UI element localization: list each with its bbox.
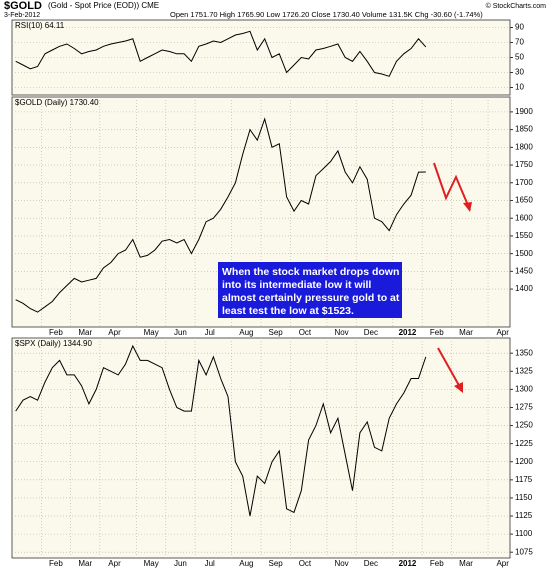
- annotation: When the stock market drops down: [222, 266, 399, 278]
- date: 3-Feb-2012: [4, 12, 40, 19]
- y-tick-label: 1700: [515, 178, 533, 187]
- y-tick-label: 1150: [515, 493, 533, 502]
- annotation: into its intermediate low it will: [222, 279, 371, 291]
- y-tick-label: 90: [515, 23, 524, 32]
- y-tick-label: 1275: [515, 403, 533, 412]
- x-tick-label: May: [144, 559, 159, 568]
- projection-arrow: [433, 162, 471, 211]
- panel-title: RSI(10) 64.11: [15, 21, 65, 30]
- y-tick-label: 1900: [515, 107, 533, 116]
- annotation: least test the low at $1523.: [222, 305, 354, 317]
- x-tick-label: Apr: [108, 328, 121, 337]
- x-tick-label: Feb: [430, 328, 444, 337]
- y-tick-label: 1175: [515, 475, 533, 484]
- x-tick-label: Feb: [49, 328, 63, 337]
- x-tick-label: Nov: [334, 328, 348, 337]
- projection-arrow: [437, 347, 462, 390]
- x-tick-label: Feb: [49, 559, 63, 568]
- y-tick-label: 1300: [515, 384, 533, 393]
- y-tick-label: 1225: [515, 439, 533, 448]
- x-tick-label: Aug: [239, 559, 253, 568]
- x-tick-label: Apr: [496, 328, 509, 337]
- x-tick-label: Dec: [364, 328, 378, 337]
- y-tick-label: 1750: [515, 160, 533, 169]
- x-tick-label: Mar: [459, 559, 473, 568]
- y-tick-label: 1350: [515, 348, 533, 357]
- price-line: [15, 30, 427, 77]
- x-tick-label: May: [144, 328, 159, 337]
- arrow-head: [454, 382, 463, 393]
- y-tick-label: 1850: [515, 125, 533, 134]
- x-tick-label: Nov: [334, 559, 348, 568]
- y-tick-label: 1200: [515, 457, 533, 466]
- y-tick-label: 1125: [515, 511, 533, 520]
- y-tick-label: 70: [515, 38, 524, 47]
- x-tick-label: Mar: [78, 328, 92, 337]
- panel-title: $GOLD (Daily) 1730.40: [15, 98, 99, 107]
- arrow-head: [463, 202, 472, 212]
- y-tick-label: 1800: [515, 142, 533, 151]
- y-tick-label: 1400: [515, 284, 533, 293]
- y-tick-label: 1100: [515, 529, 533, 538]
- y-tick-label: 50: [515, 53, 524, 62]
- annotation: almost certainly pressure gold to at: [222, 292, 400, 304]
- y-tick-label: 1450: [515, 266, 533, 275]
- x-tick-label: Oct: [299, 559, 312, 568]
- x-tick-label: Dec: [364, 559, 378, 568]
- x-tick-label: Feb: [430, 559, 444, 568]
- x-tick-label: Oct: [299, 328, 312, 337]
- x-tick-label: 2012: [399, 328, 417, 337]
- x-tick-label: Apr: [108, 559, 121, 568]
- y-tick-label: 1550: [515, 231, 533, 240]
- panel-title: $SPX (Daily) 1344.90: [15, 339, 92, 348]
- quote: Open 1751.70 High 1765.90 Low 1726.20 Cl…: [170, 10, 483, 19]
- credit: © StockCharts.com: [486, 2, 547, 10]
- x-tick-label: Sep: [269, 328, 284, 337]
- y-tick-label: 1075: [515, 547, 533, 556]
- x-tick-label: Jun: [174, 328, 187, 337]
- x-tick-label: Sep: [269, 559, 284, 568]
- x-tick-label: Mar: [459, 328, 473, 337]
- annotation-box: [218, 262, 402, 318]
- subtitle: (Gold - Spot Price (EOD)) CME: [48, 1, 159, 10]
- y-tick-label: 30: [515, 68, 524, 77]
- price-line: [15, 344, 427, 517]
- x-tick-label: Mar: [78, 559, 92, 568]
- y-tick-label: 1650: [515, 196, 533, 205]
- y-tick-label: 1600: [515, 213, 533, 222]
- symbol: $GOLD: [4, 0, 42, 12]
- x-tick-label: Apr: [496, 559, 509, 568]
- x-tick-label: Jul: [205, 328, 215, 337]
- x-tick-label: Aug: [239, 328, 253, 337]
- y-tick-label: 1500: [515, 249, 533, 258]
- price-line: [15, 117, 426, 313]
- y-tick-label: 1250: [515, 421, 533, 430]
- y-tick-label: 1325: [515, 366, 533, 375]
- x-tick-label: 2012: [399, 559, 417, 568]
- x-tick-label: Jul: [205, 559, 215, 568]
- y-tick-label: 10: [515, 83, 524, 92]
- x-tick-label: Jun: [174, 559, 187, 568]
